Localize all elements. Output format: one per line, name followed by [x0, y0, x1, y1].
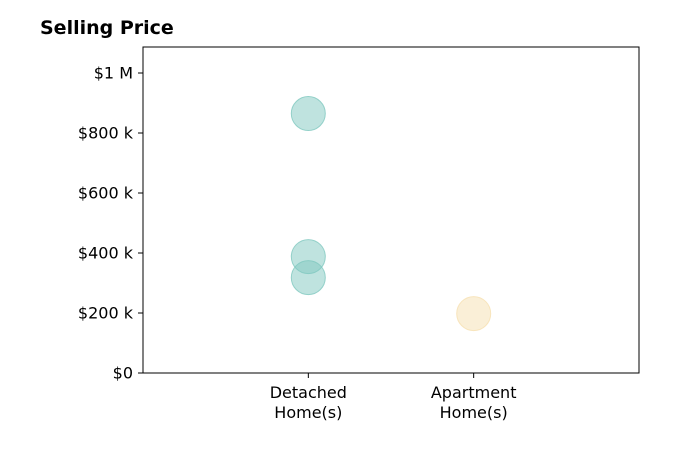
y-tick-label: $1 M: [94, 64, 133, 83]
data-point: [290, 96, 326, 131]
chart-title: Selling Price: [40, 17, 174, 39]
x-tick-label-line: Home(s): [440, 403, 508, 422]
x-tick-label-line: Home(s): [274, 403, 342, 422]
y-tick-label: $600 k: [78, 184, 134, 203]
data-point: [456, 296, 492, 332]
plot-area-frame: [142, 46, 640, 374]
x-tick-label-line: Detached: [270, 383, 347, 402]
x-tick-label-line: Apartment: [431, 383, 517, 402]
y-tick-label: $400 k: [78, 244, 134, 263]
points-layer: [290, 96, 492, 332]
x-tick-label: Detached Home(s): [270, 383, 347, 422]
y-tick-label: $800 k: [78, 124, 134, 143]
y-tick-label: $0: [113, 364, 133, 383]
y-axis: $0 $200 k $400 k $600 k $800 k $1 M: [78, 64, 143, 383]
y-tick-label: $200 k: [78, 304, 134, 323]
x-tick-label: Apartment Home(s): [431, 383, 517, 422]
data-point: [290, 260, 326, 296]
x-axis: Detached Home(s)Apartment Home(s): [270, 373, 517, 422]
